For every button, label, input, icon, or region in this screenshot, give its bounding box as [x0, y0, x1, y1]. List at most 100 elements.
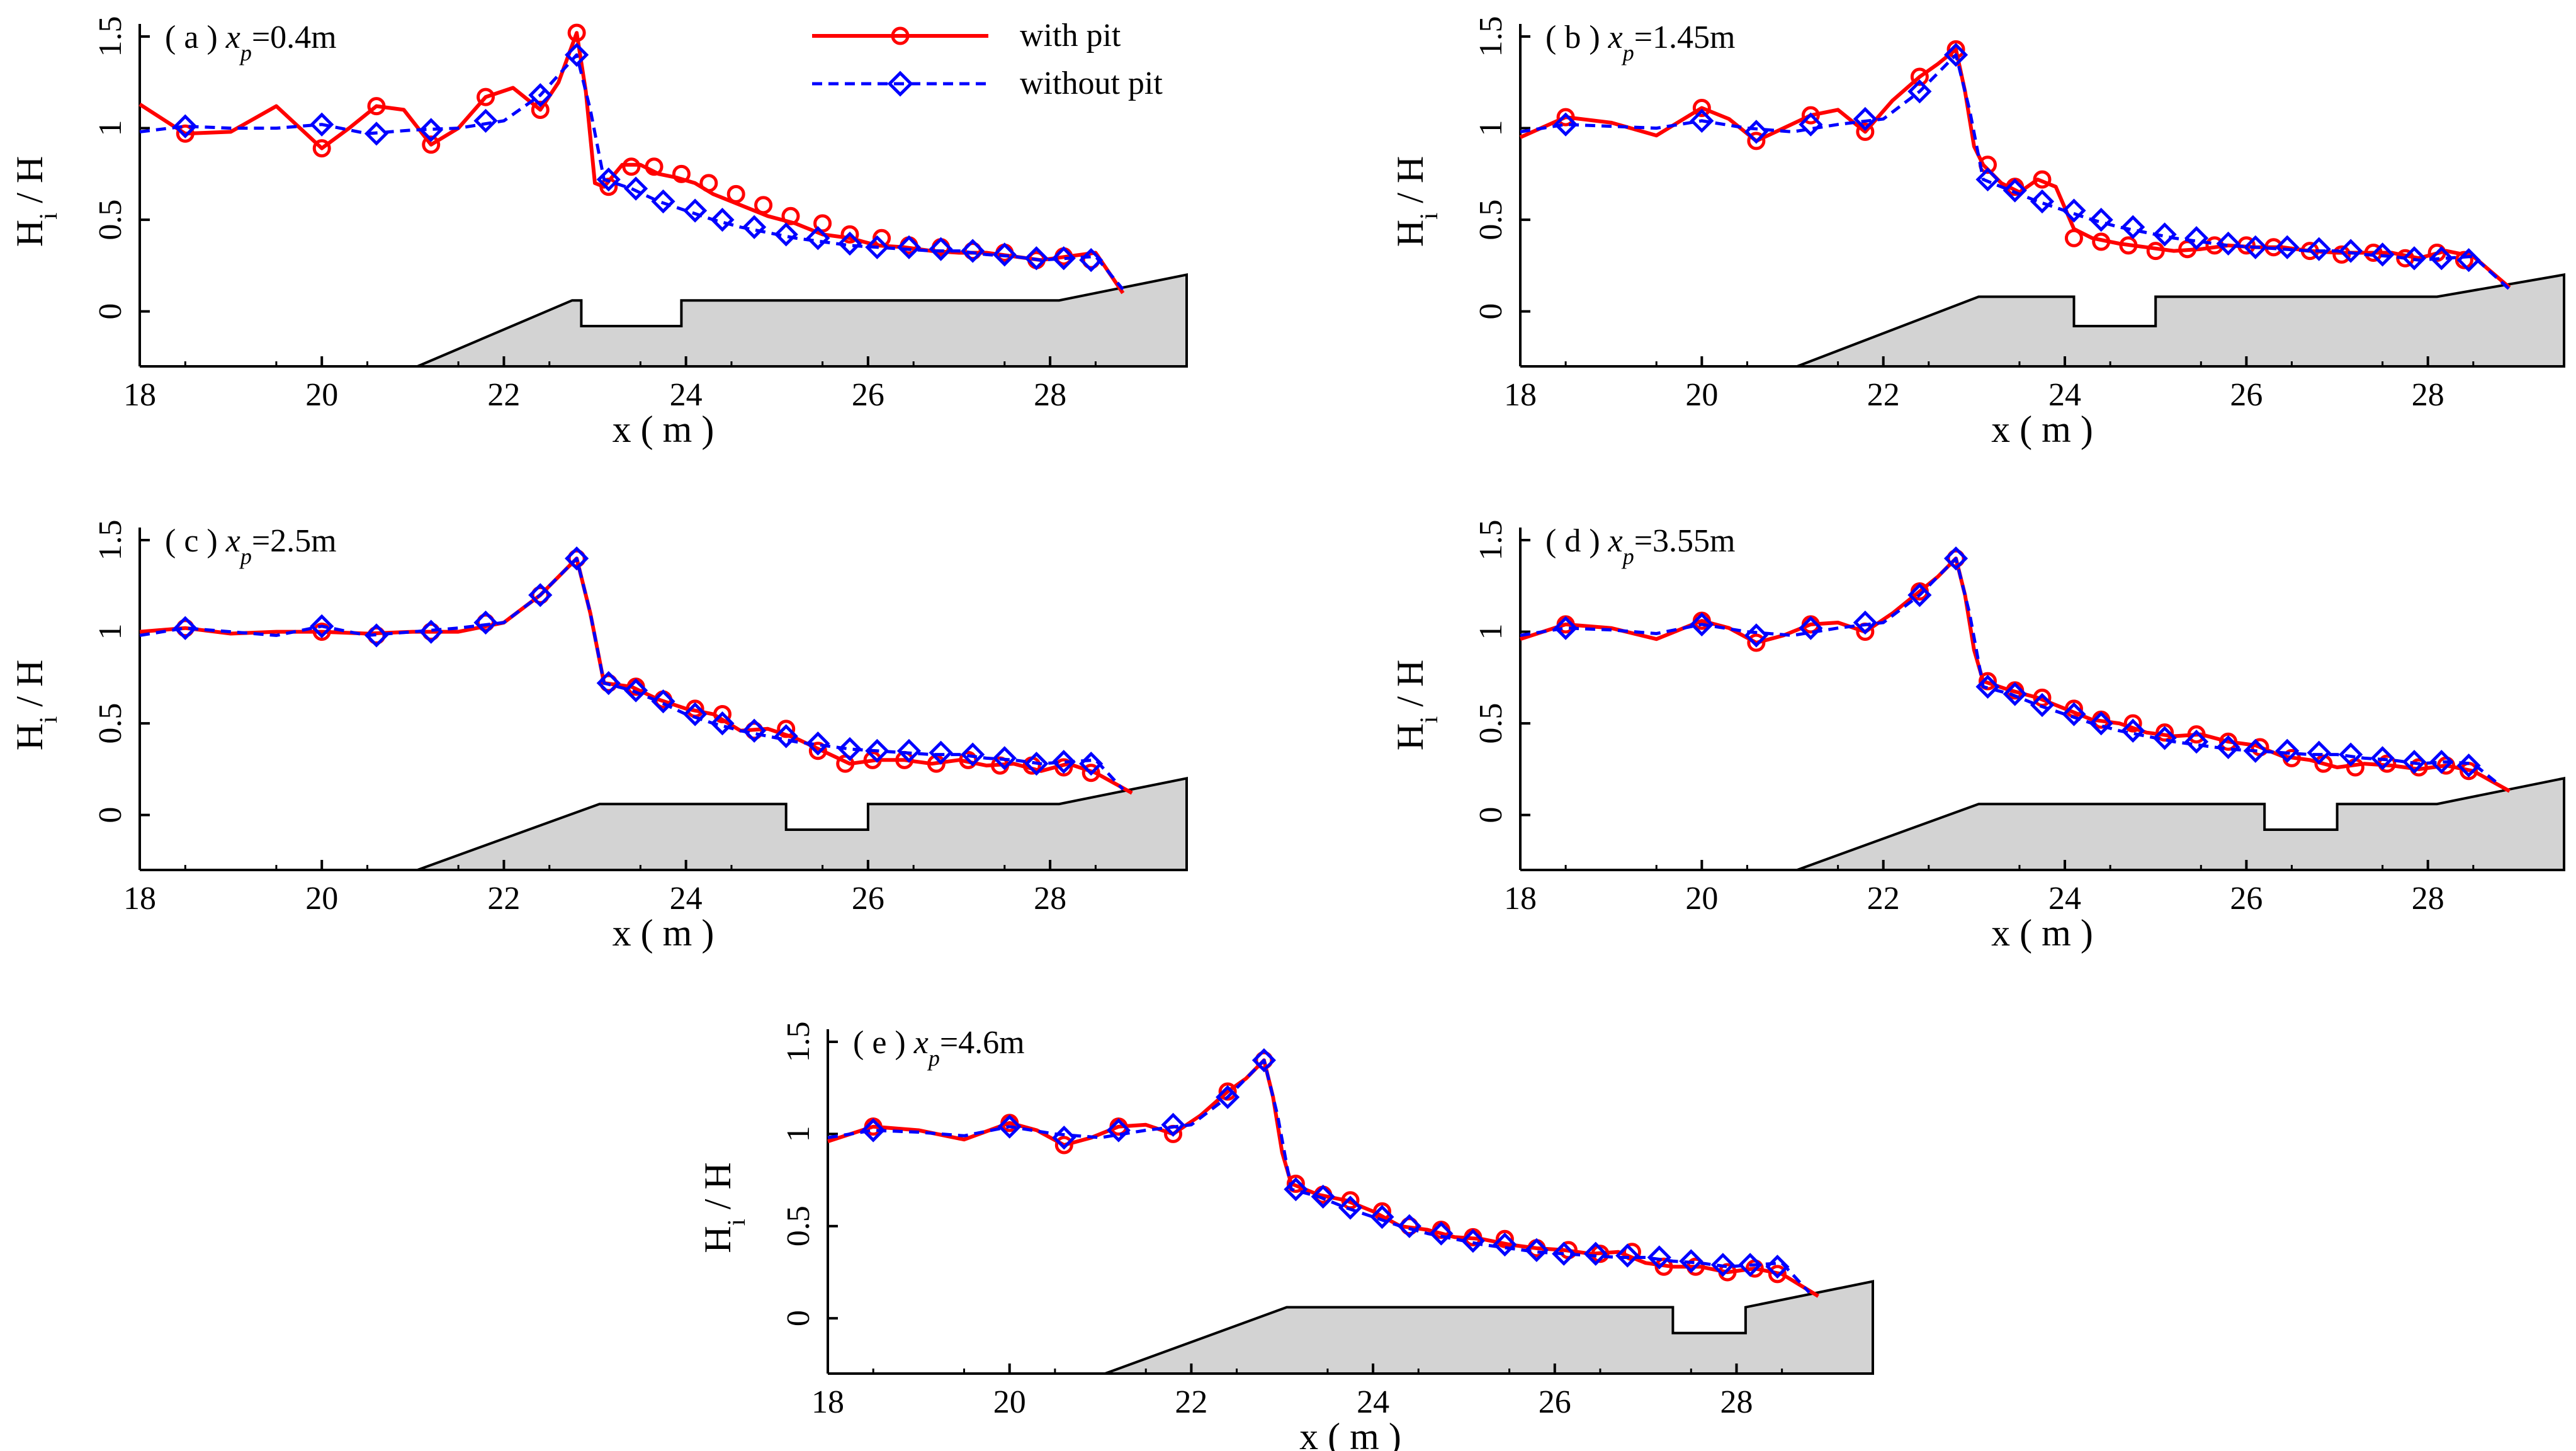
x-tick-label: 26	[1539, 1384, 1571, 1420]
marker-without-pit	[1524, 1238, 1549, 1262]
marker-without-pit	[1744, 623, 1768, 648]
panel-b: 18 20 22 24 26 28 0 0.5 1 1.5 x ( m ) Hi / H ( b ) x…	[1389, 16, 2565, 450]
marker-without-pit	[2402, 246, 2427, 271]
panels: 18 20 22 24 26 28 0 0.5 1 1.5 x ( m ) Hi / H ( a ) x…	[9, 16, 2565, 1451]
marker-without-pit	[419, 619, 443, 644]
y-tick-label: 1.5	[781, 1022, 816, 1063]
marker-with-pit	[1654, 1257, 1673, 1276]
panel-d: 18 20 22 24 26 28 0 0.5 1 1.5 x ( m ) Hi / H ( d ) x…	[1389, 520, 2565, 954]
panel-e: 18 20 22 24 26 28 0 0.5 1 1.5 x ( m ) Hi / H ( e ) x…	[697, 1022, 1874, 1451]
marker-without-pit	[596, 671, 621, 696]
marker-without-pit	[1765, 1255, 1790, 1279]
marker-with-pit	[1801, 106, 1820, 125]
legend-with-pit-marker	[891, 26, 910, 45]
x-tick-label: 20	[1685, 377, 1718, 413]
marker-without-pit	[310, 614, 334, 638]
x-tick-label: 26	[2230, 881, 2262, 917]
marker-without-pit	[1106, 1118, 1131, 1143]
panel-label: ( a ) xp=0.4m	[165, 20, 337, 65]
marker-with-pit	[1054, 758, 1073, 777]
marker-without-pit	[1311, 1184, 1335, 1209]
marker-with-pit	[1910, 67, 1929, 86]
x-tick-label: 24	[670, 881, 703, 917]
panel-label: ( e ) xp=4.6m	[853, 1025, 1025, 1071]
marker-without-pit	[1853, 106, 1877, 132]
marker-without-pit	[1583, 1241, 1608, 1266]
marker-without-pit	[2370, 242, 2395, 267]
marker-with-pit	[176, 124, 195, 143]
marker-without-pit	[1943, 43, 1969, 67]
marker-without-pit	[2184, 730, 2209, 754]
marker-without-pit	[992, 242, 1017, 267]
marker-with-pit	[2219, 732, 2238, 751]
marker-without-pit	[565, 43, 589, 67]
marker-without-pit	[896, 235, 922, 259]
marker-without-pit	[1553, 112, 1578, 137]
marker-without-pit	[1284, 1177, 1308, 1202]
marker-without-pit	[2089, 208, 2113, 232]
marker-without-pit	[1429, 1221, 1454, 1246]
marker-without-pit	[528, 83, 553, 108]
y-tick-label: 0	[781, 1310, 816, 1326]
marker-without-pit	[1251, 1048, 1276, 1073]
x-axis-label: x ( m )	[1991, 912, 2093, 954]
marker-without-pit	[1079, 248, 1104, 273]
panel-label: ( d ) xp=3.55m	[1545, 523, 1736, 569]
x-tick-label: 26	[2230, 377, 2262, 413]
x-tick-label: 20	[993, 1384, 1026, 1420]
y-tick-label: 1	[781, 1126, 816, 1142]
marker-without-pit	[1907, 583, 1932, 607]
seabed-profile	[1104, 1280, 1874, 1375]
marker-without-pit	[2121, 718, 2145, 743]
marker-with-pit	[840, 225, 859, 244]
series-with-pit-line	[138, 31, 1125, 295]
marker-without-pit	[865, 738, 890, 763]
y-tick-label: 1	[93, 120, 128, 137]
marker-without-pit	[173, 616, 198, 640]
marker-without-pit	[961, 239, 985, 263]
marker-with-pit	[726, 184, 745, 203]
marker-without-pit	[1051, 750, 1076, 774]
marker-without-pit	[2062, 198, 2086, 223]
marker-with-pit	[312, 623, 331, 641]
marker-without-pit	[806, 226, 830, 251]
marker-without-pit	[1615, 1243, 1640, 1268]
marker-without-pit	[742, 215, 767, 239]
marker-without-pit	[1679, 1249, 1703, 1273]
marker-without-pit	[2429, 246, 2454, 271]
marker-without-pit	[1024, 246, 1049, 271]
marker-without-pit	[1216, 1085, 1240, 1109]
x-tick-label: 22	[1867, 881, 1900, 917]
x-axis-label: x ( m )	[613, 409, 715, 450]
marker-without-pit	[1744, 120, 1768, 144]
marker-without-pit	[1370, 1205, 1394, 1229]
y-tick-label: 1.5	[93, 520, 128, 561]
panel-a: 18 20 22 24 26 28 0 0.5 1 1.5 x ( m ) Hi / H ( a ) x…	[9, 16, 1188, 450]
x-tick-label: 24	[1357, 1384, 1389, 1420]
series-without-pit-line	[1520, 556, 2502, 788]
marker-with-pit	[1692, 99, 1711, 118]
y-tick-label: 0	[1473, 807, 1509, 823]
panel-label: ( b ) xp=1.45m	[1545, 20, 1736, 65]
marker-with-pit	[1082, 764, 1100, 782]
x-tick-label: 20	[305, 881, 338, 917]
x-tick-label: 24	[2048, 881, 2081, 917]
marker-without-pit	[2184, 226, 2209, 251]
marker-without-pit	[1975, 674, 2000, 699]
marker-without-pit	[2370, 746, 2395, 771]
marker-with-pit	[1556, 108, 1575, 127]
x-tick-label: 26	[852, 377, 884, 413]
series-with-pit-line	[1520, 556, 2511, 793]
marker-without-pit	[2339, 742, 2363, 767]
marker-without-pit	[651, 189, 675, 214]
marker-with-pit	[645, 157, 664, 176]
marker-without-pit	[1975, 167, 2000, 192]
marker-with-pit	[781, 206, 800, 225]
x-tick-label: 18	[123, 377, 156, 413]
marker-without-pit	[1493, 1232, 1517, 1257]
x-tick-label: 28	[1034, 881, 1066, 917]
marker-with-pit	[1768, 1265, 1787, 1284]
marker-with-pit	[2146, 242, 2165, 261]
marker-with-pit	[808, 742, 827, 760]
marker-without-pit	[929, 740, 953, 765]
